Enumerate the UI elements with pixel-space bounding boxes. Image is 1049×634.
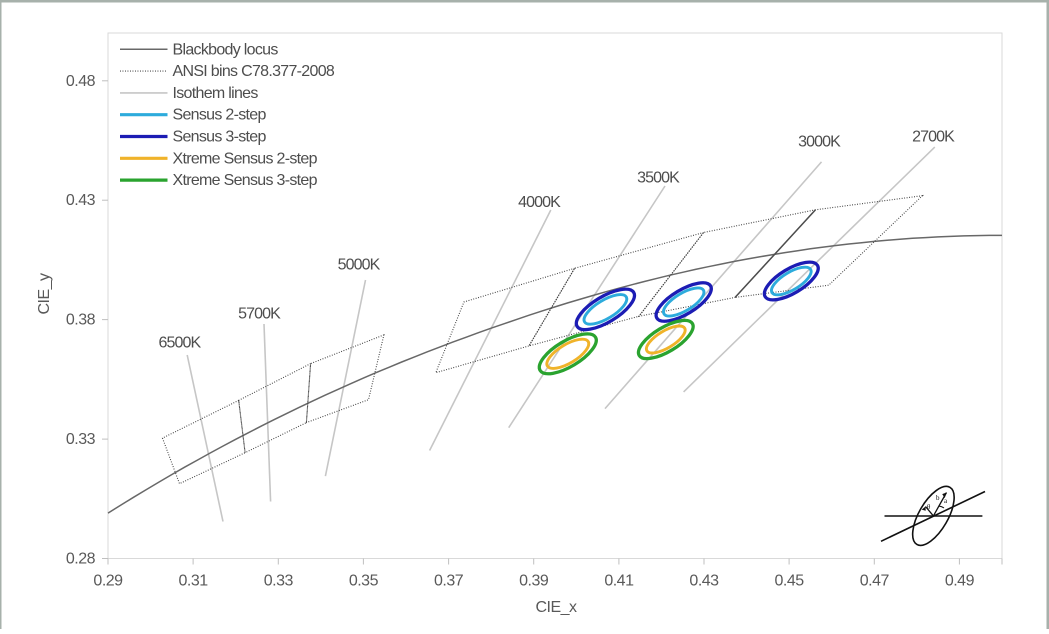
svg-text:5000K: 5000K bbox=[338, 257, 381, 274]
svg-text:3500K: 3500K bbox=[637, 170, 680, 187]
svg-text:2700K: 2700K bbox=[912, 129, 955, 146]
svg-text:0.47: 0.47 bbox=[860, 573, 890, 590]
svg-text:CIE_x: CIE_x bbox=[535, 599, 577, 616]
svg-text:0.31: 0.31 bbox=[179, 573, 209, 590]
svg-text:Xtreme Sensus 2-step: Xtreme Sensus 2-step bbox=[173, 150, 318, 167]
svg-text:Sensus 2-step: Sensus 2-step bbox=[173, 107, 267, 124]
svg-text:4000K: 4000K bbox=[518, 194, 561, 211]
svg-text:0.33: 0.33 bbox=[66, 431, 96, 448]
svg-text:CIE_y: CIE_y bbox=[36, 273, 53, 315]
svg-text:0.28: 0.28 bbox=[66, 551, 96, 568]
svg-text:0.43: 0.43 bbox=[66, 192, 96, 209]
svg-text:0.49: 0.49 bbox=[945, 573, 975, 590]
svg-text:0.35: 0.35 bbox=[349, 573, 379, 590]
svg-text:ANSI bins C78.377-2008: ANSI bins C78.377-2008 bbox=[173, 63, 335, 80]
svg-text:b: b bbox=[936, 494, 940, 502]
svg-text:0.41: 0.41 bbox=[604, 573, 634, 590]
svg-text:0.38: 0.38 bbox=[66, 312, 96, 329]
svg-text:0.39: 0.39 bbox=[519, 573, 549, 590]
svg-text:Blackbody locus: Blackbody locus bbox=[173, 41, 279, 58]
svg-text:0.48: 0.48 bbox=[66, 73, 96, 90]
svg-text:3000K: 3000K bbox=[798, 134, 841, 151]
svg-text:Isothem lines: Isothem lines bbox=[173, 85, 259, 102]
svg-text:0.43: 0.43 bbox=[689, 573, 719, 590]
svg-text:0.33: 0.33 bbox=[264, 573, 294, 590]
svg-text:6500K: 6500K bbox=[159, 335, 202, 352]
svg-text:5700K: 5700K bbox=[238, 306, 281, 323]
svg-text:0.45: 0.45 bbox=[775, 573, 805, 590]
svg-text:Sensus 3-step: Sensus 3-step bbox=[173, 129, 267, 146]
svg-text:0.37: 0.37 bbox=[434, 573, 464, 590]
svg-text:0.29: 0.29 bbox=[93, 573, 123, 590]
svg-text:Xtreme Sensus 3-step: Xtreme Sensus 3-step bbox=[173, 172, 318, 189]
